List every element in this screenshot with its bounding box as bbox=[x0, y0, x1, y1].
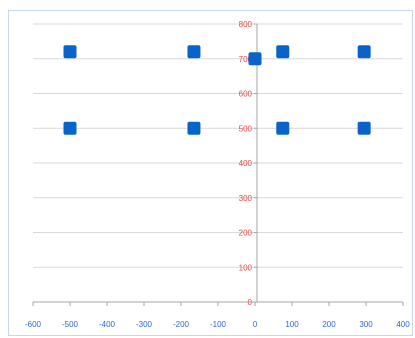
data-point bbox=[276, 121, 290, 135]
y-tick-labels: 0 100 200 300 400 500 600 700 800 bbox=[239, 20, 253, 307]
y-tick-label: 600 bbox=[239, 90, 253, 99]
y-tick-label: 800 bbox=[239, 20, 253, 29]
data-point bbox=[248, 52, 262, 66]
data-point bbox=[357, 121, 371, 135]
y-tick-label: 700 bbox=[239, 55, 253, 64]
x-tick-label: 0 bbox=[253, 320, 258, 329]
x-tick-label: 400 bbox=[396, 320, 410, 329]
x-tick-label: -300 bbox=[136, 320, 153, 329]
data-point bbox=[187, 121, 201, 135]
x-tick-label: -400 bbox=[99, 320, 116, 329]
x-tick-label: 300 bbox=[359, 320, 373, 329]
y-tick-label: 200 bbox=[239, 229, 253, 238]
data-point bbox=[63, 45, 77, 59]
y-tick-label: 500 bbox=[239, 124, 253, 133]
gridlines bbox=[33, 23, 403, 303]
chart-frame bbox=[8, 10, 413, 336]
x-tick-label: -500 bbox=[62, 320, 79, 329]
x-tick-label: 200 bbox=[322, 320, 336, 329]
x-tick-label: -200 bbox=[173, 320, 190, 329]
data-point bbox=[357, 45, 371, 59]
y-tick-label: 100 bbox=[239, 263, 253, 272]
x-tick-label: 100 bbox=[285, 320, 299, 329]
y-tick-label: 0 bbox=[248, 298, 253, 307]
y-tick-label: 300 bbox=[239, 194, 253, 203]
x-tick-labels: -600 -500 -400 -300 -200 -100 0 100 200 300 400 bbox=[25, 320, 410, 329]
data-points bbox=[63, 45, 371, 135]
x-tick-label: -100 bbox=[210, 320, 227, 329]
data-point bbox=[187, 45, 201, 59]
data-point bbox=[63, 121, 77, 135]
y-tick-label: 400 bbox=[239, 159, 253, 168]
x-tick-label: -600 bbox=[25, 320, 42, 329]
axes bbox=[32, 23, 404, 306]
data-point bbox=[276, 45, 290, 59]
